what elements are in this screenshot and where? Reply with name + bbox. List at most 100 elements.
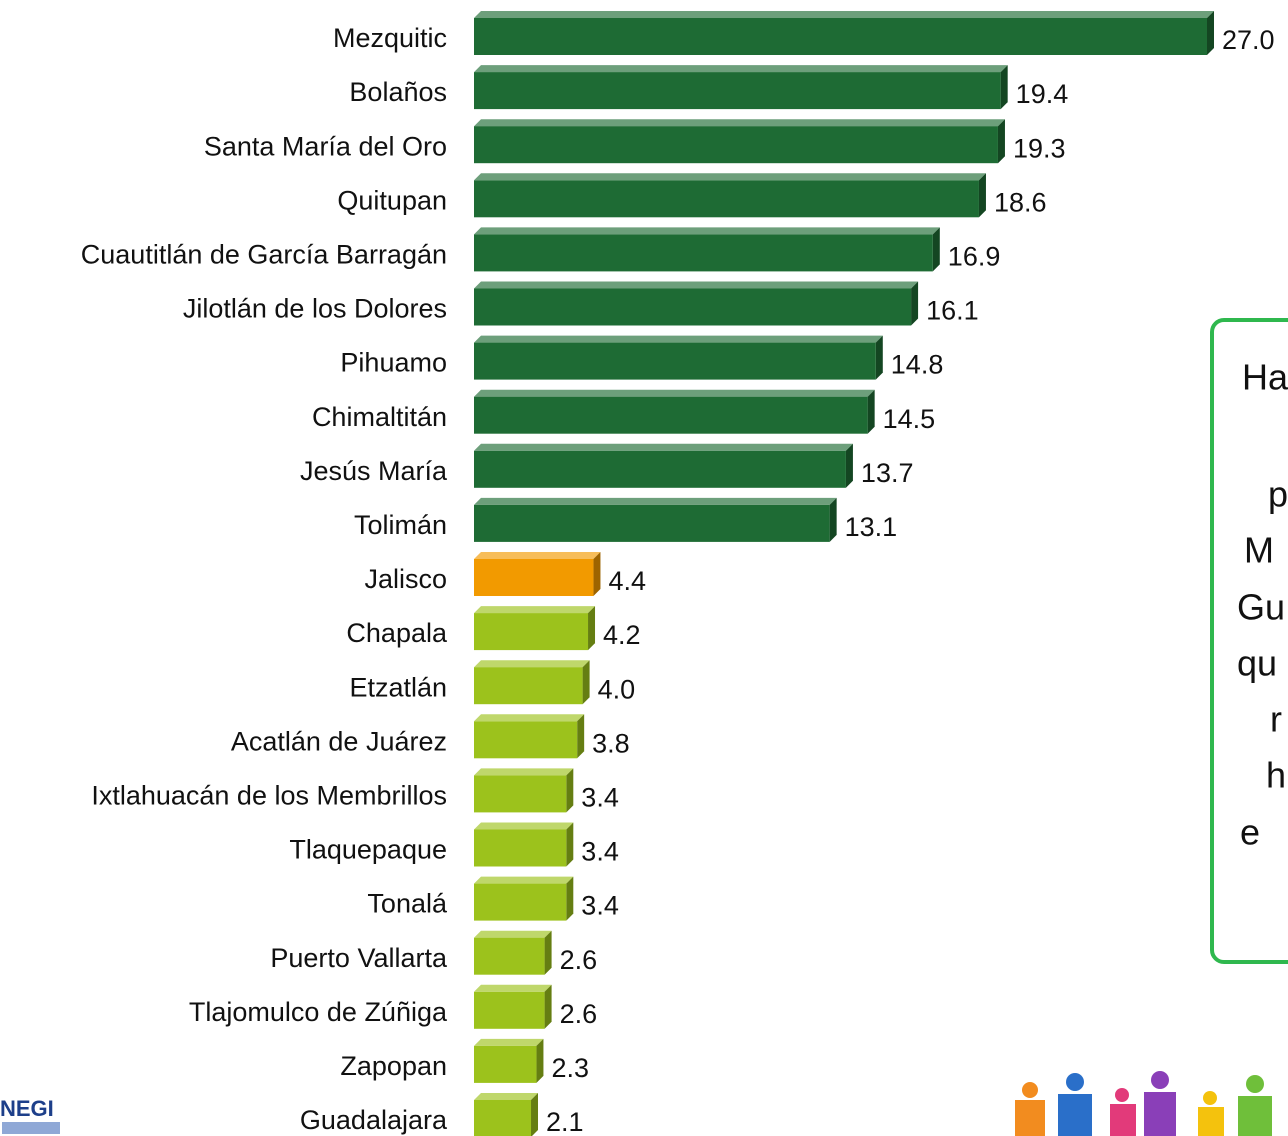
bar-side — [577, 714, 584, 758]
bar-top — [474, 498, 837, 505]
category-label: Ixtlahuacán de los Membrillos — [91, 781, 447, 811]
note-line: Ha — [1242, 357, 1288, 398]
category-label: Mezquitic — [333, 23, 447, 53]
bar — [474, 830, 566, 867]
category-label: Acatlán de Juárez — [231, 726, 447, 756]
bar-top — [474, 552, 600, 559]
note-line: Gu — [1237, 587, 1285, 628]
value-label: 4.4 — [608, 566, 646, 596]
value-label: 3.4 — [581, 837, 619, 867]
category-label: Jalisco — [364, 564, 447, 594]
bar — [474, 343, 876, 380]
bar-side — [566, 823, 573, 867]
category-label: Santa María del Oro — [204, 131, 447, 161]
category-label: Tlaquepaque — [289, 835, 447, 865]
people-image — [1015, 1071, 1272, 1136]
category-label: Cuautitlán de García Barragán — [81, 240, 447, 270]
value-label: 14.8 — [891, 350, 944, 380]
bar-top — [474, 390, 875, 397]
category-label: Quitupan — [337, 185, 447, 215]
bar-side — [583, 660, 590, 704]
head — [1151, 1071, 1169, 1089]
bar — [474, 884, 566, 921]
value-label: 19.4 — [1016, 79, 1069, 109]
bar-side — [846, 444, 853, 488]
body — [1238, 1096, 1272, 1136]
bar-top — [474, 1093, 538, 1100]
note-line: r — [1270, 699, 1282, 740]
bar-side — [876, 336, 883, 380]
head — [1115, 1088, 1129, 1102]
bar-side — [536, 1039, 543, 1083]
category-label: Tolimán — [354, 510, 447, 540]
category-label: Tlajomulco de Zúñiga — [189, 997, 448, 1027]
bar-top — [474, 336, 883, 343]
logo: NEGI — [0, 1096, 64, 1136]
value-label: 2.3 — [551, 1053, 589, 1083]
value-label: 18.6 — [994, 187, 1047, 217]
bar-top — [474, 11, 1214, 18]
bar — [474, 721, 577, 758]
category-label: Jesús María — [300, 456, 448, 486]
bar-top — [474, 714, 584, 721]
category-label: Tonalá — [367, 889, 448, 919]
bar-top — [474, 660, 590, 667]
bar — [474, 1046, 536, 1083]
note-box — [1212, 320, 1288, 962]
value-label: 14.5 — [883, 404, 936, 434]
head — [1246, 1075, 1264, 1093]
bar-side — [933, 227, 940, 271]
value-label: 3.8 — [592, 728, 630, 758]
bar — [474, 613, 588, 650]
chart: NEGI Mezquitic 27.0 Bolaños 19.4 Santa María… — [0, 0, 1288, 1136]
bar — [474, 775, 566, 812]
category-label: Puerto Vallarta — [270, 943, 448, 973]
value-label: 3.4 — [581, 783, 619, 813]
bar-top — [474, 931, 552, 938]
bar — [474, 289, 911, 326]
note-line: p — [1268, 474, 1288, 515]
body — [1058, 1094, 1092, 1136]
category-label: Pihuamo — [340, 348, 447, 378]
bar-top — [474, 823, 573, 830]
bar-side — [1207, 11, 1214, 55]
logo-bar — [2, 1122, 60, 1134]
category-label: Chapala — [346, 618, 448, 648]
page: NEGI Mezquitic 27.0 Bolaños 19.4 Santa María… — [0, 0, 1288, 1136]
head — [1203, 1091, 1217, 1105]
bar — [474, 1100, 531, 1136]
bar — [474, 451, 846, 488]
bar-side — [998, 119, 1005, 163]
note-line: h — [1266, 755, 1286, 796]
body — [1144, 1092, 1176, 1136]
bar — [474, 72, 1001, 109]
bar-side — [979, 173, 986, 217]
body — [1110, 1104, 1136, 1136]
category-label: Bolaños — [349, 77, 447, 107]
bar-side — [868, 390, 875, 434]
bar-top — [474, 227, 940, 234]
category-label: Zapopan — [340, 1051, 447, 1081]
value-label: 13.7 — [861, 458, 914, 488]
note-line: M — [1244, 530, 1274, 571]
category-label: Jilotlán de los Dolores — [183, 294, 447, 324]
value-label: 27.0 — [1222, 25, 1275, 55]
body — [1198, 1107, 1224, 1136]
value-label: 4.2 — [603, 620, 641, 650]
bar — [474, 234, 933, 271]
bar — [474, 126, 998, 163]
value-label: 3.4 — [581, 891, 619, 921]
bar-side — [531, 1093, 538, 1136]
bar-top — [474, 282, 918, 289]
value-label: 4.0 — [598, 674, 636, 704]
bar-side — [1001, 65, 1008, 109]
bar-side — [545, 985, 552, 1029]
bar — [474, 505, 830, 542]
value-label: 13.1 — [845, 512, 898, 542]
bar-top — [474, 119, 1005, 126]
value-label: 16.9 — [948, 242, 1001, 272]
bar-top — [474, 173, 986, 180]
bar-side — [593, 552, 600, 596]
value-label: 2.6 — [560, 945, 598, 975]
bar-side — [830, 498, 837, 542]
